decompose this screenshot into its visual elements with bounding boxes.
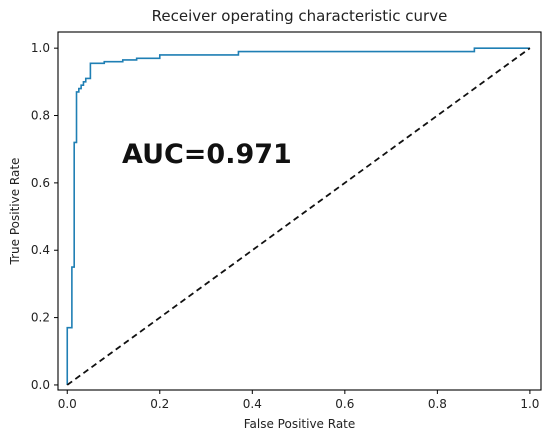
plot-frame bbox=[57, 31, 542, 391]
y-tick-label: 0.0 bbox=[31, 378, 50, 392]
x-tick-label: 0.6 bbox=[335, 397, 354, 411]
plot-area bbox=[57, 31, 542, 391]
y-tick-label: 0.2 bbox=[31, 311, 50, 325]
diagonal-reference-line bbox=[66, 47, 531, 386]
x-tick-label: 1.0 bbox=[520, 397, 539, 411]
x-axis-label: False Positive Rate bbox=[244, 417, 356, 431]
x-tick-label: 0.2 bbox=[150, 397, 169, 411]
y-axis-ticks: 0.0 0.2 0.4 0.6 0.8 1.0 bbox=[31, 41, 58, 392]
chart-title: Receiver operating characteristic curve bbox=[152, 7, 448, 25]
x-axis-ticks: 0.0 0.2 0.4 0.6 0.8 1.0 bbox=[58, 390, 539, 411]
x-tick-label: 0.4 bbox=[243, 397, 262, 411]
y-tick-label: 1.0 bbox=[31, 41, 50, 55]
y-axis-label: True Positive Rate bbox=[8, 158, 22, 266]
roc-curve-line bbox=[66, 47, 530, 385]
y-tick-label: 0.8 bbox=[31, 109, 50, 123]
auc-annotation: AUC=0.971 bbox=[122, 139, 292, 170]
x-tick-label: 0.0 bbox=[58, 397, 77, 411]
x-tick-label: 0.8 bbox=[428, 397, 447, 411]
y-tick-label: 0.4 bbox=[31, 243, 50, 257]
y-tick-label: 0.6 bbox=[31, 176, 50, 190]
